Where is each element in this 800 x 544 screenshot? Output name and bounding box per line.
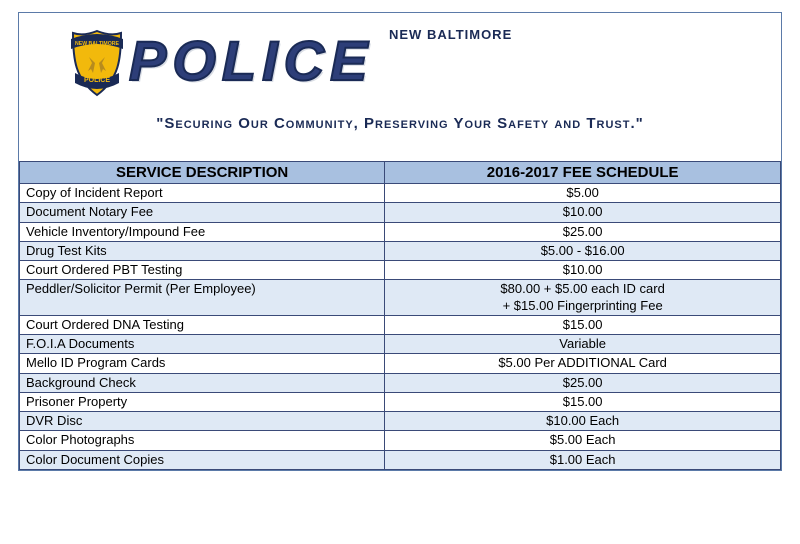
svg-text:POLICE: POLICE: [84, 77, 110, 84]
service-description-cell: Mello ID Program Cards: [20, 354, 385, 373]
table-row: Mello ID Program Cards$5.00 Per ADDITION…: [20, 354, 781, 373]
service-description-cell: Court Ordered PBT Testing: [20, 261, 385, 280]
fee-cell: $5.00 Each: [385, 431, 781, 450]
fee-cell: Variable: [385, 335, 781, 354]
fee-cell: $10.00: [385, 203, 781, 222]
service-description-cell: Court Ordered DNA Testing: [20, 315, 385, 334]
service-description-cell: Copy of Incident Report: [20, 184, 385, 203]
fee-cell: $80.00 + $5.00 each ID card + $15.00 Fin…: [385, 280, 781, 316]
table-row: Prisoner Property$15.00: [20, 392, 781, 411]
fee-schedule-table: SERVICE DESCRIPTION 2016-2017 FEE SCHEDU…: [19, 161, 781, 470]
table-row: Peddler/Solicitor Permit (Per Employee)$…: [20, 280, 781, 316]
fee-cell: $1.00 Each: [385, 450, 781, 469]
service-description-cell: Document Notary Fee: [20, 203, 385, 222]
tagline: "Securing Our Community, Preserving Your…: [29, 115, 771, 132]
table-row: Document Notary Fee$10.00: [20, 203, 781, 222]
col-service-description: SERVICE DESCRIPTION: [20, 162, 385, 184]
table-row: Copy of Incident Report$5.00: [20, 184, 781, 203]
table-row: Color Document Copies$1.00 Each: [20, 450, 781, 469]
header: NEW BALTIMORE POLICE NEW BALTIMORE POLIC…: [19, 13, 781, 161]
table-row: Court Ordered DNA Testing$15.00: [20, 315, 781, 334]
table-header-row: SERVICE DESCRIPTION 2016-2017 FEE SCHEDU…: [20, 162, 781, 184]
service-description-cell: F.O.I.A Documents: [20, 335, 385, 354]
police-badge-icon: NEW BALTIMORE POLICE: [69, 29, 125, 99]
fee-cell: $10.00 Each: [385, 412, 781, 431]
col-fee-schedule: 2016-2017 FEE SCHEDULE: [385, 162, 781, 184]
service-description-cell: Prisoner Property: [20, 392, 385, 411]
table-row: Vehicle Inventory/Impound Fee$25.00: [20, 222, 781, 241]
fee-cell: $5.00 Per ADDITIONAL Card: [385, 354, 781, 373]
service-description-cell: Color Document Copies: [20, 450, 385, 469]
org-title: POLICE: [129, 36, 751, 86]
service-description-cell: Peddler/Solicitor Permit (Per Employee): [20, 280, 385, 316]
logo-block: NEW BALTIMORE POLICE: [129, 27, 751, 86]
fee-cell: $5.00 - $16.00: [385, 241, 781, 260]
fee-cell: $25.00: [385, 373, 781, 392]
table-row: Court Ordered PBT Testing$10.00: [20, 261, 781, 280]
service-description-cell: Color Photographs: [20, 431, 385, 450]
table-row: F.O.I.A DocumentsVariable: [20, 335, 781, 354]
table-row: Background Check$25.00: [20, 373, 781, 392]
document-page: NEW BALTIMORE POLICE NEW BALTIMORE POLIC…: [18, 12, 782, 471]
svg-text:NEW BALTIMORE: NEW BALTIMORE: [75, 41, 120, 47]
fee-cell: $5.00: [385, 184, 781, 203]
table-row: DVR Disc$10.00 Each: [20, 412, 781, 431]
fee-cell: $15.00: [385, 392, 781, 411]
fee-cell: $15.00: [385, 315, 781, 334]
service-description-cell: Vehicle Inventory/Impound Fee: [20, 222, 385, 241]
org-title-text: POLICE: [129, 29, 373, 92]
service-description-cell: Drug Test Kits: [20, 241, 385, 260]
service-description-cell: Background Check: [20, 373, 385, 392]
fee-cell: $10.00: [385, 261, 781, 280]
table-row: Color Photographs$5.00 Each: [20, 431, 781, 450]
fee-cell: $25.00: [385, 222, 781, 241]
table-row: Drug Test Kits$5.00 - $16.00: [20, 241, 781, 260]
service-description-cell: DVR Disc: [20, 412, 385, 431]
